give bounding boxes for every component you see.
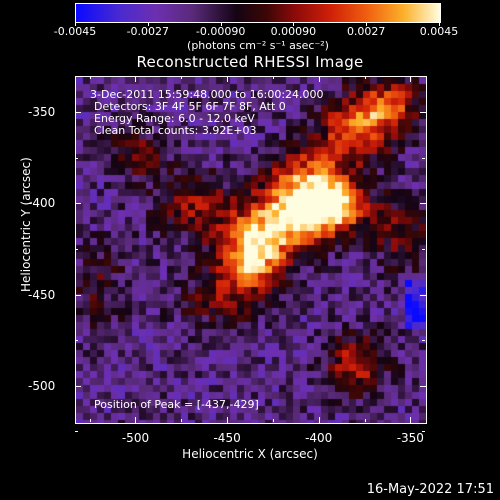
y-tick-label: -500 <box>28 378 56 393</box>
info-time: 3-Dec-2011 15:59:48.000 to 16:00:24.000 <box>90 88 324 101</box>
y-minor-tick <box>75 385 78 387</box>
info-detectors: Detectors: 3F 4F 5F 6F 7F 8F, Att 0 <box>94 100 286 113</box>
x-tick-top <box>410 76 412 82</box>
x-minor-tick <box>410 419 412 422</box>
info-energy: Energy Range: 6.0 - 12.0 keV <box>94 112 255 125</box>
plot-area: 3-Dec-2011 15:59:48.000 to 16:00:24.000 … <box>75 76 427 424</box>
x-minor-tick <box>272 419 274 422</box>
heatmap-image <box>76 77 426 423</box>
colorbar-tick-label: 0.00090 <box>270 25 317 38</box>
x-minor-tick <box>135 419 137 422</box>
colorbar-tick <box>147 22 149 26</box>
info-peak: Position of Peak = [-437,-429] <box>94 398 259 411</box>
y-axis-label: Heliocentric Y (arcsec) <box>19 157 33 292</box>
datestamp: 16-May-2022 17:51 <box>366 482 494 497</box>
x-tick-top <box>318 76 320 82</box>
y-tick-left <box>75 112 81 114</box>
y-minor-tick <box>75 294 78 296</box>
x-tick-label: -350 <box>396 431 424 445</box>
x-minor-tick <box>227 419 229 422</box>
x-tick-label: -500 <box>121 431 150 445</box>
x-tick-top <box>135 76 137 82</box>
y-minor-tick <box>422 431 425 433</box>
colorbar-tick <box>293 22 295 26</box>
x-minor-tick <box>318 419 320 422</box>
x-tick-label: -400 <box>305 431 333 445</box>
y-minor-tick <box>422 385 425 387</box>
y-minor-tick <box>75 431 78 433</box>
y-tick-label: -450 <box>28 287 56 302</box>
x-axis-label: Heliocentric X (arcsec) <box>182 447 318 461</box>
y-minor-tick <box>422 249 425 250</box>
colorbar-tick <box>75 22 76 26</box>
colorbar-unit-label: (photons cm⁻² s⁻¹ asec⁻²) <box>187 39 329 52</box>
colorbar-tick-label: -0.0027 <box>126 25 170 38</box>
colorbar-tick <box>366 22 368 26</box>
y-minor-tick <box>422 294 425 296</box>
x-minor-tick <box>181 419 183 422</box>
y-tick-left <box>75 385 81 387</box>
x-minor-tick <box>89 76 91 79</box>
x-minor-tick <box>318 76 320 79</box>
y-minor-tick <box>75 249 78 250</box>
y-minor-tick <box>75 157 78 159</box>
y-minor-tick <box>75 203 78 205</box>
colorbar-tick-label: -0.00090 <box>195 25 246 38</box>
y-tick-label: -400 <box>28 196 56 211</box>
y-minor-tick <box>75 340 78 342</box>
x-minor-tick <box>135 76 137 79</box>
x-minor-tick <box>89 419 91 422</box>
y-minor-tick <box>422 112 425 114</box>
y-tick-left <box>75 294 81 296</box>
x-minor-tick <box>410 76 412 79</box>
colorbar-tick <box>220 22 222 26</box>
chart-title: Reconstructed RHESSI Image <box>136 53 364 71</box>
y-minor-tick <box>75 112 78 114</box>
colorbar-tick-label: 0.0027 <box>346 25 386 38</box>
colorbar <box>75 3 441 23</box>
x-minor-tick <box>272 76 274 79</box>
y-minor-tick <box>422 340 425 342</box>
y-tick-left <box>75 203 81 205</box>
x-tick-top <box>227 76 229 82</box>
y-minor-tick <box>422 157 425 159</box>
y-tick-label: -350 <box>28 105 56 120</box>
colorbar-tick-label: -0.0045 <box>53 25 97 38</box>
colorbar-tick <box>439 22 440 26</box>
x-minor-tick <box>364 76 366 79</box>
colorbar-tick-label: 0.0045 <box>419 25 459 38</box>
x-tick-label: -450 <box>213 431 241 445</box>
x-minor-tick <box>181 76 183 79</box>
info-clean: Clean Total counts: 3.92E+03 <box>94 124 257 137</box>
x-minor-tick <box>364 419 366 422</box>
x-minor-tick <box>227 76 229 79</box>
y-minor-tick <box>422 203 425 205</box>
